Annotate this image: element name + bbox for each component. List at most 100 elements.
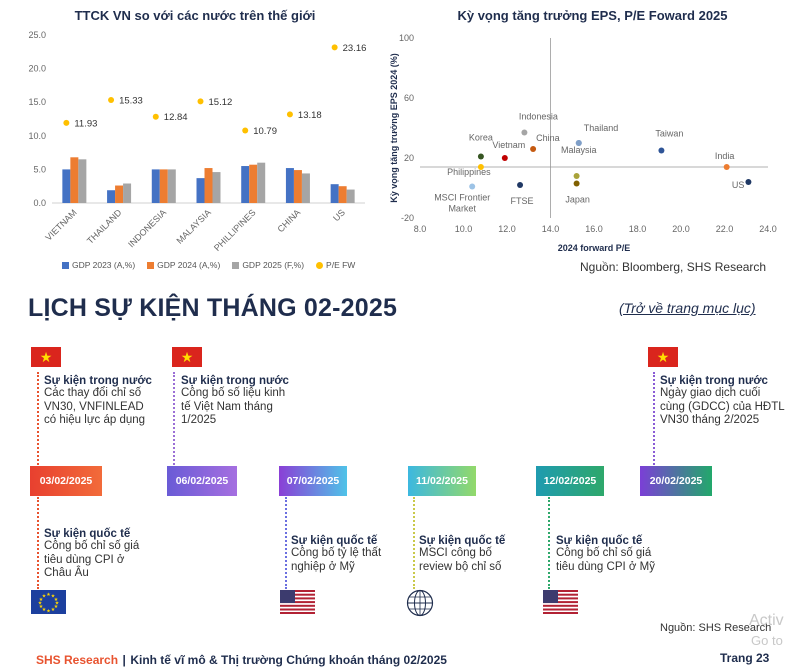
point-label: Market: [448, 204, 476, 214]
y-tick-label: 5.0: [33, 164, 46, 174]
domestic-event-1: Sự kiện trong nước Các thay đổi chỉ số V…: [44, 375, 169, 428]
y-tick-label: 25.0: [28, 30, 46, 40]
activation-watermark: Activ: [749, 612, 784, 629]
right-scatter-chart: 8.0 10.0 12.0 14.0 16.0 18.0 20.0 22.0 24.0 100 60…: [389, 33, 777, 253]
timeline-connector: [285, 497, 287, 589]
timeline-connector: [37, 497, 39, 589]
x-tick-label: 16.0: [585, 224, 603, 234]
event-text: Ngày giao dịch cuối: [660, 387, 761, 399]
x-category-label: US: [331, 207, 347, 223]
gdp-bar: [346, 189, 355, 203]
timeline-connector: [37, 372, 39, 465]
date-box: 12/02/2025: [536, 466, 604, 496]
point-label: MSCI Frontier: [434, 193, 490, 203]
gdp-bar: [249, 164, 258, 203]
x-category-label: CHINA: [275, 207, 302, 234]
point-label: Indonesia: [519, 112, 558, 122]
svg-text:★: ★: [54, 604, 59, 610]
event-text: cùng (GDCC) của HĐTL: [660, 400, 785, 413]
page-number: Trang 23: [720, 651, 770, 665]
pe-point: [197, 98, 204, 105]
x-tick-label: 18.0: [629, 224, 647, 234]
pe-value-label: 15.12: [209, 97, 233, 108]
x-tick-label: 20.0: [672, 224, 690, 234]
international-event-2: Sự kiện quốc tế Công bố tỷ lệ thất nghiệ…: [291, 535, 406, 574]
pe-point: [286, 111, 293, 118]
gdp-bar: [301, 173, 310, 203]
event-title: Sự kiện quốc tế: [44, 528, 131, 540]
svg-text:★: ★: [38, 601, 43, 607]
event-text: tiêu dùng CPI ở Mỹ: [556, 560, 655, 573]
section-title: LỊCH SỰ KIỆN THÁNG 02-2025: [28, 294, 398, 322]
scatter-point: [477, 153, 484, 160]
pe-value-label: 10.79: [253, 126, 277, 137]
vietnam-flag-icon: ★: [172, 347, 202, 367]
x-tick-label: 12.0: [498, 224, 516, 234]
x-tick-label: 24.0: [759, 224, 777, 234]
scatter-point: [745, 179, 752, 185]
svg-text:★: ★: [51, 607, 56, 613]
event-text: VN30, VNFINLEAD: [44, 400, 144, 413]
event-title: Sự kiện trong nước: [181, 375, 289, 387]
event-title: Sự kiện quốc tế: [419, 535, 506, 547]
gdp-bar: [159, 169, 168, 203]
event-text: Công bố tỷ lệ thất: [291, 547, 382, 559]
scatter-point: [573, 173, 580, 179]
pe-value-label: 15.33: [119, 95, 143, 106]
pe-point: [108, 96, 115, 103]
right-chart-title: Kỳ vọng tăng trưởng EPS, P/E Foward 2025: [457, 8, 728, 23]
left-bar-chart: 0.0 5.0 10.0 15.0 20.0 25.0 11.93 VIETNAM 15.33…: [28, 30, 366, 253]
pe-value-label: 23.16: [343, 43, 367, 54]
gdp-bar: [70, 157, 79, 203]
svg-text:★: ★: [46, 592, 51, 598]
point-label: China: [536, 133, 560, 143]
us-flag-icon: [280, 590, 315, 614]
gdp-bar: [204, 168, 213, 203]
gdp-bar: [107, 190, 116, 203]
gdp-bar: [167, 169, 176, 203]
svg-text:★: ★: [42, 607, 47, 613]
date-box: 03/02/2025: [30, 466, 102, 496]
y-tick-label: 20: [404, 153, 414, 163]
left-chart-labels: 11.93 VIETNAM 15.33 THAILAND 12.84 INDONESIA 1…: [43, 43, 366, 253]
left-chart-pe-points: [63, 44, 338, 134]
svg-text:★: ★: [51, 594, 56, 600]
international-event-1: Sự kiện quốc tế Công bố chỉ số giá tiêu …: [44, 528, 169, 581]
gdp-bar: [285, 168, 294, 203]
x-tick-label: 8.0: [414, 224, 427, 234]
international-event-4: Sự kiện quốc tế Công bố chỉ số giá tiêu …: [556, 535, 676, 574]
x-category-label: MALAYSIA: [174, 207, 212, 245]
left-chart-legend: GDP 2023 (A,%) GDP 2024 (A,%) GDP 2025 (…: [62, 260, 355, 270]
vietnam-flag-icon: ★: [648, 347, 678, 367]
event-text: Công bố số liệu kinh: [181, 387, 286, 399]
legend-pefw: P/E FW: [316, 260, 355, 270]
x-category-label: INDONESIA: [126, 207, 168, 249]
timeline-connector: [653, 372, 655, 465]
event-title: Sự kiện quốc tế: [556, 535, 643, 547]
event-text: tế Việt Nam tháng: [181, 400, 273, 413]
gdp-bar: [78, 159, 87, 203]
svg-text:★: ★: [55, 601, 60, 607]
scatter-point: [575, 140, 582, 146]
scatter-point: [521, 129, 528, 136]
pe-point: [152, 113, 159, 120]
back-to-toc-link[interactable]: (Trở về trang mục lục): [619, 300, 756, 316]
right-chart-axes: 8.0 10.0 12.0 14.0 16.0 18.0 20.0 22.0 24.0 100 60…: [389, 33, 777, 253]
event-text: MSCI công bố: [419, 547, 492, 559]
svg-text:★: ★: [42, 594, 47, 600]
event-text: Châu Âu: [44, 567, 89, 579]
source-top: Nguồn: Bloomberg, SHS Research: [580, 260, 767, 274]
domestic-event-2: Sự kiện trong nước Công bố số liệu kinh …: [181, 375, 311, 428]
pe-value-label: 12.84: [164, 112, 188, 123]
left-chart-bars: [62, 157, 355, 203]
scatter-point: [469, 183, 476, 190]
x-tick-label: 14.0: [542, 224, 560, 234]
date-box: 20/02/2025: [640, 466, 712, 496]
vietnam-flag-icon: ★: [31, 347, 61, 367]
globe-icon: [406, 589, 434, 617]
pe-point: [242, 127, 249, 134]
gdp-bar: [196, 178, 205, 203]
legend-gdp2025: GDP 2025 (F,%): [232, 260, 304, 270]
event-text: review bộ chỉ số: [419, 560, 502, 573]
x-category-label: THAILAND: [85, 207, 124, 246]
